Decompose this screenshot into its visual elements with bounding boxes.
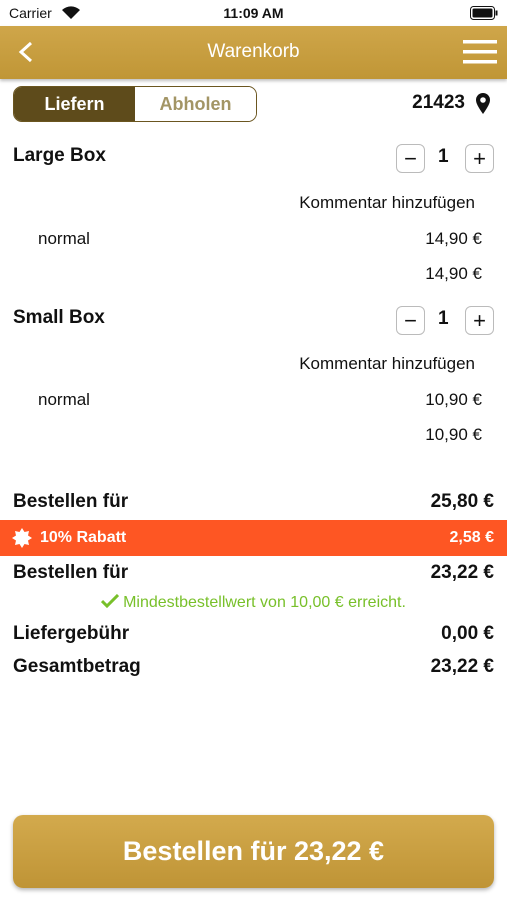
comment-link[interactable]: Kommentar hinzufügen — [299, 193, 475, 212]
delivery-toggle: Liefern Abholen — [13, 86, 257, 122]
item-total: 14,90 € — [425, 264, 482, 283]
location-icon — [476, 93, 490, 114]
plus-button[interactable]: + — [465, 144, 494, 173]
page-title: Warenkorb — [207, 41, 300, 62]
check-icon — [101, 593, 120, 609]
variant: normal — [38, 390, 90, 409]
summary-amount: 25,80 € — [430, 491, 494, 512]
carrier: Carrier — [9, 5, 52, 21]
summary-label: Bestellen für — [13, 562, 129, 583]
variant-price: 14,90 € — [425, 229, 482, 248]
status-bar: Carrier 11:09 AM — [0, 0, 507, 26]
summary-label: Liefergebühr — [13, 623, 130, 644]
discount-icon — [12, 528, 32, 548]
clock: 11:09 AM — [223, 5, 284, 21]
minimum-notice-row: Mindestbestellwert von 10,00 € erreicht. — [0, 593, 507, 612]
back-button[interactable] — [18, 41, 34, 63]
variant: normal — [38, 229, 90, 248]
item-total: 10,90 € — [425, 425, 482, 444]
summary-amount: 23,22 € — [430, 562, 494, 583]
plus-button[interactable]: + — [465, 306, 494, 335]
toggle-option[interactable]: Liefern — [14, 87, 135, 121]
order-button[interactable]: Bestellen für 23,22 € — [13, 815, 494, 888]
wifi-icon — [62, 6, 80, 19]
menu-button[interactable] — [463, 39, 497, 65]
minimum-notice: Mindestbestellwert von 10,00 € erreicht. — [123, 594, 406, 611]
item-name: Large Box — [13, 145, 106, 166]
summary-amount: 0,00 € — [441, 623, 494, 644]
battery-icon — [470, 6, 498, 20]
discount-label: 10% Rabatt — [40, 529, 127, 546]
toggle-option[interactable]: Abholen — [135, 87, 256, 121]
discount-amount: 2,58 € — [449, 529, 494, 546]
minus-button[interactable]: − — [396, 306, 425, 335]
summary-label: Bestellen für — [13, 491, 129, 512]
comment-link[interactable]: Kommentar hinzufügen — [299, 354, 475, 373]
nav-bar: Warenkorb — [0, 26, 507, 79]
zip-code: 21423 — [412, 92, 465, 113]
discount-banner: 10% Rabatt 2,58 € — [0, 520, 507, 556]
variant-price: 10,90 € — [425, 390, 482, 409]
summary-label: Gesamtbetrag — [13, 656, 141, 677]
item-name: Small Box — [13, 307, 105, 328]
summary-amount: 23,22 € — [430, 656, 494, 677]
quantity: 1 — [438, 146, 449, 167]
quantity: 1 — [438, 308, 449, 329]
minus-button[interactable]: − — [396, 144, 425, 173]
